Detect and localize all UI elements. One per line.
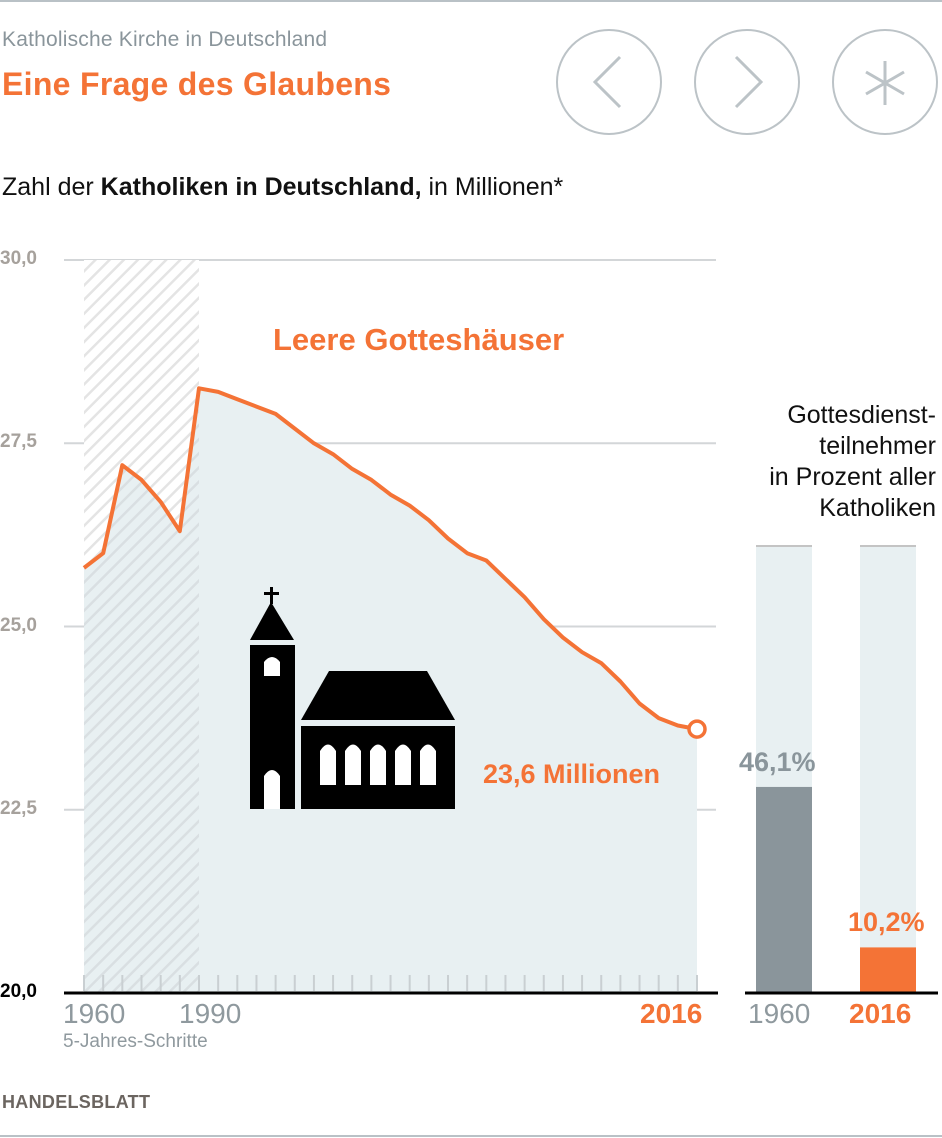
bar-title-line: Katholiken: [819, 494, 936, 522]
end-value-label: 23,6 Millionen: [483, 759, 661, 789]
headline: Eine Frage des Glaubens: [2, 66, 392, 102]
church-icon: [250, 587, 455, 809]
top-divider: [0, 0, 942, 2]
y-tick-label: 22,5: [0, 797, 37, 819]
y-tick-label: 20,0: [0, 981, 37, 1002]
y-tick-label: 27,5: [0, 431, 37, 453]
chart-subtitle: Zahl der Katholiken in Deutschland, in M…: [2, 173, 563, 202]
kicker: Katholische Kirche in Deutschland: [2, 28, 328, 51]
bar-value-label-2016: 10,2%: [848, 907, 925, 938]
next-button[interactable]: [694, 29, 800, 135]
bar-category-1960: 1960: [748, 998, 811, 1029]
x-tick-label-1960: 1960: [63, 998, 126, 1029]
previous-button[interactable]: [556, 29, 662, 135]
bar-value-label-1960: 46,1%: [739, 746, 816, 777]
subtitle-prefix: Zahl der: [2, 173, 101, 201]
footnote-button[interactable]: [832, 29, 938, 135]
bar-title-line: teilnehmer: [819, 432, 936, 460]
subtitle-bold: Katholiken in Deutschland,: [100, 173, 422, 201]
chevron-left-icon: [592, 55, 622, 109]
bar-title-line: in Prozent aller: [769, 463, 936, 491]
bar-chart-title: Gottesdienst- teilnehmer in Prozent alle…: [769, 400, 936, 524]
source-label: HANDELSBLATT: [2, 1092, 151, 1112]
y-tick-label: 25,0: [0, 614, 37, 636]
y-tick-label: 30,0: [0, 248, 37, 269]
chevron-right-icon: [734, 55, 764, 109]
chart-annotation: Leere Gotteshäuser: [273, 322, 565, 357]
bottom-divider: [0, 1135, 942, 1137]
x-axis-note: 5-Jahres-Schritte: [63, 1031, 208, 1052]
bar-category-2016: 2016: [849, 998, 912, 1029]
end-point-marker: [687, 719, 707, 739]
subtitle-suffix: in Millionen*: [421, 173, 564, 201]
asterisk-icon: [865, 61, 905, 105]
data-line: [82, 386, 698, 732]
x-tick-label-1990: 1990: [179, 998, 242, 1029]
bar-title-line: Gottesdienst-: [787, 401, 936, 429]
x-tick-label-2016: 2016: [640, 998, 703, 1029]
